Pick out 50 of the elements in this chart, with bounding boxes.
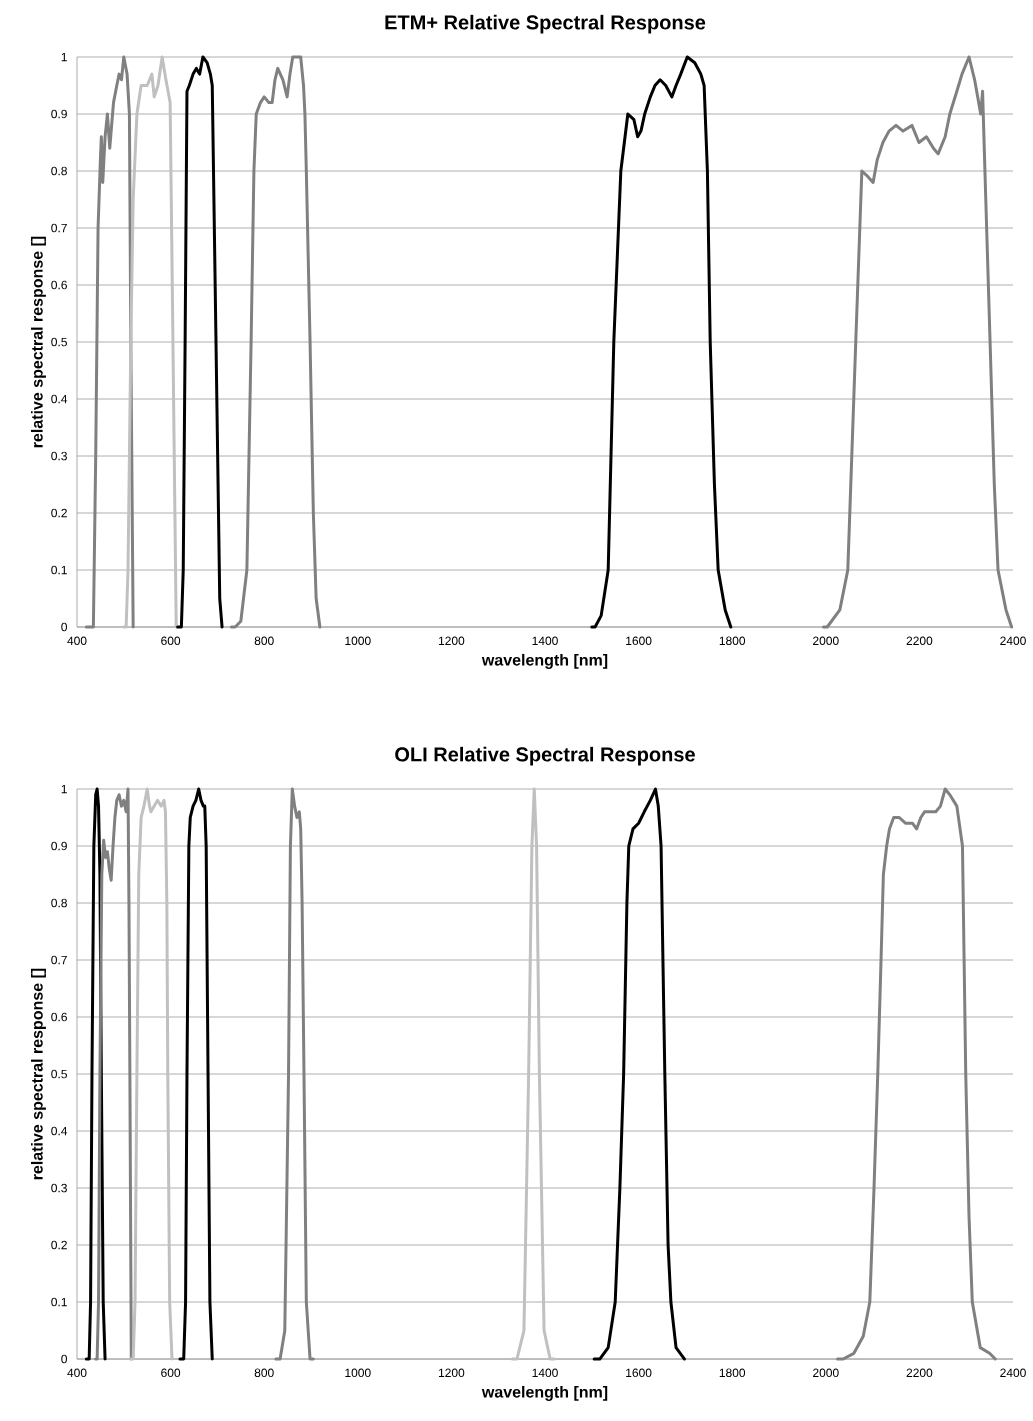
x-tick-label: 1200: [438, 636, 465, 646]
y-tick-label: 0.3: [51, 451, 67, 461]
y-tick-label: 0.3: [51, 1183, 67, 1193]
x-tick-label: 600: [161, 636, 181, 646]
x-tick-label: 2000: [813, 636, 839, 646]
y-tick-label: 0.5: [51, 1069, 67, 1079]
x-axis-title: wavelength [nm]: [481, 653, 608, 669]
y-tick-label: 0.7: [51, 955, 67, 965]
y-tick-label: 0.5: [51, 337, 67, 347]
x-tick-label: 1000: [345, 636, 371, 646]
x-tick-label: 600: [161, 1368, 181, 1378]
x-tick-label: 1600: [626, 636, 652, 646]
x-tick-label: 400: [67, 1368, 87, 1378]
y-tick-label: 1: [61, 52, 67, 62]
y-tick-label: 0.1: [51, 565, 67, 575]
x-tick-label: 1400: [532, 636, 558, 646]
x-tick-label: 2200: [906, 636, 933, 646]
x-tick-label: 1000: [345, 1368, 371, 1378]
y-tick-label: 0.8: [51, 898, 67, 908]
y-tick-label: 0.1: [51, 1297, 67, 1307]
x-tick-label: 1400: [532, 1368, 558, 1378]
y-tick-label: 0.8: [51, 166, 67, 176]
x-tick-label: 1800: [719, 636, 746, 646]
y-tick-label: 0.6: [51, 1012, 67, 1022]
x-axis-title: wavelength [nm]: [481, 1385, 608, 1401]
y-tick-label: 0.2: [51, 1240, 67, 1250]
x-tick-label: 2000: [813, 1368, 839, 1378]
y-tick-label: 0.9: [51, 109, 67, 119]
x-tick-label: 1800: [719, 1368, 746, 1378]
y-axis-title: relative spectral response []: [31, 236, 46, 448]
y-tick-label: 0: [61, 622, 67, 632]
x-tick-label: 1200: [438, 1368, 465, 1378]
y-tick-label: 0.6: [51, 280, 67, 290]
x-tick-label: 400: [67, 636, 87, 646]
y-tick-label: 0.7: [51, 223, 67, 233]
y-tick-label: 1: [61, 784, 67, 794]
x-tick-label: 1600: [626, 1368, 652, 1378]
y-tick-label: 0.9: [51, 841, 67, 851]
y-tick-label: 0: [61, 1354, 67, 1364]
x-tick-label: 800: [254, 1368, 274, 1378]
y-tick-label: 0.4: [51, 1126, 68, 1136]
x-tick-label: 2400: [1000, 636, 1026, 646]
x-tick-label: 2200: [906, 1368, 933, 1378]
chart-title: ETM+ Relative Spectral Response: [385, 14, 706, 34]
x-tick-label: 800: [254, 636, 274, 646]
y-axis-title: relative spectral response []: [31, 968, 46, 1180]
chart-title: OLI Relative Spectral Response: [395, 746, 695, 766]
x-tick-label: 2400: [1000, 1368, 1026, 1378]
y-tick-label: 0.2: [51, 508, 67, 518]
y-tick-label: 0.4: [51, 394, 68, 404]
